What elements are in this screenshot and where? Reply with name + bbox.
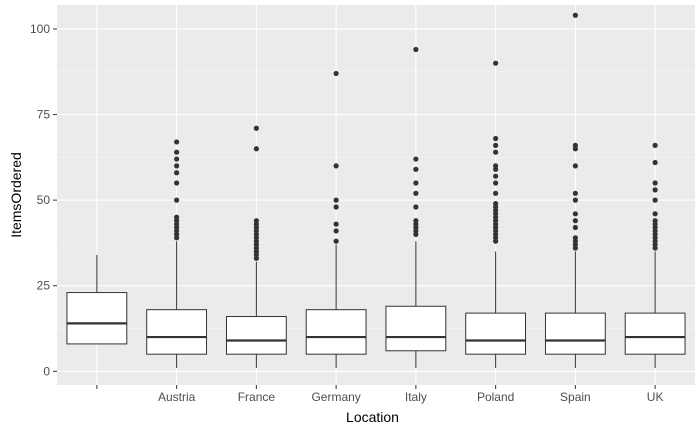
box-outlier-point [572,224,578,231]
box-iqr [66,292,128,345]
box-outlier-point [333,70,339,77]
box-iqr [465,312,527,355]
y-tick-label: 100 [30,22,50,36]
y-tick-label: 75 [37,108,51,122]
box-outlier-point [572,12,578,18]
box-outlier-point [652,197,658,203]
box-outlier-point [652,218,658,224]
box-outlier-point [493,163,499,169]
box-group [146,139,208,368]
box-iqr [385,305,447,352]
y-tick-label: 50 [37,193,51,207]
box-outlier-point [572,197,578,203]
box-outlier-point [174,214,180,220]
box-outlier-point [493,60,499,66]
box-outlier-point [333,238,339,244]
box-outlier-point [572,142,578,148]
box-outlier-point [333,197,339,203]
y-tick-label: 0 [43,364,50,378]
y-axis-ticks: 0 25 50 75 100 [30,22,57,378]
box-iqr [624,312,686,355]
box-outlier-point [253,218,259,224]
box-outlier-point [572,218,578,224]
box-group [544,12,606,368]
box-outlier-point [333,228,339,234]
x-tick-label: UK [647,390,664,404]
x-axis-ticks: Austria France Germany Italy Poland Spain UK [96,385,664,404]
box-series [66,12,686,368]
box-outlier-point [493,135,499,142]
box-iqr [305,309,367,355]
box-outlier-point [174,170,180,176]
box-group [465,60,527,368]
box-outlier-point [652,180,658,186]
box-outlier-point [333,163,339,169]
box-outlier-point [572,235,578,241]
box-outlier-point [174,163,180,169]
box-outlier-point [174,180,180,186]
box-group [66,254,128,345]
box-outlier-point [413,180,419,186]
box-iqr [146,309,208,355]
box-group [305,70,367,368]
box-outlier-point [413,166,419,172]
box-outlier-point [493,149,499,155]
box-outlier-point [493,190,499,196]
x-tick-label: Germany [311,390,360,404]
box-iqr [225,316,287,355]
box-outlier-point [652,211,658,217]
box-outlier-point [174,197,180,203]
box-outlier-point [493,200,499,207]
x-tick-label: Poland [477,390,514,404]
y-tick-label: 25 [37,279,51,293]
y-axis-title: ItemsOrdered [8,152,24,238]
box-outlier-point [413,190,419,196]
box-outlier-point [174,149,180,155]
box-outlier-point [572,163,578,169]
x-tick-label: Italy [405,390,427,404]
box-outlier-point [493,180,499,186]
x-axis-title: Location [346,409,399,425]
box-outlier-point [572,190,578,196]
box-outlier-point [333,204,339,210]
box-iqr [544,312,606,355]
box-group [385,46,447,368]
box-outlier-point [652,142,658,148]
box-outlier-point [174,139,180,145]
box-outlier-point [413,204,419,210]
x-tick-label: Austria [158,390,196,404]
x-tick-label: Spain [560,390,591,404]
box-outlier-point [333,221,339,227]
box-outlier-point [413,218,419,224]
box-group [624,142,686,368]
box-outlier-point [652,159,658,166]
box-outlier-point [253,125,259,131]
box-outlier-point [493,142,499,148]
box-outlier-point [572,211,578,217]
box-outlier-point [413,46,419,53]
box-outlier-point [493,173,499,179]
box-outlier-point [652,187,658,193]
box-outlier-point [253,146,259,152]
box-group [225,125,287,368]
box-outlier-point [174,156,180,162]
box-outlier-point [413,156,419,162]
x-tick-label: France [238,390,276,404]
